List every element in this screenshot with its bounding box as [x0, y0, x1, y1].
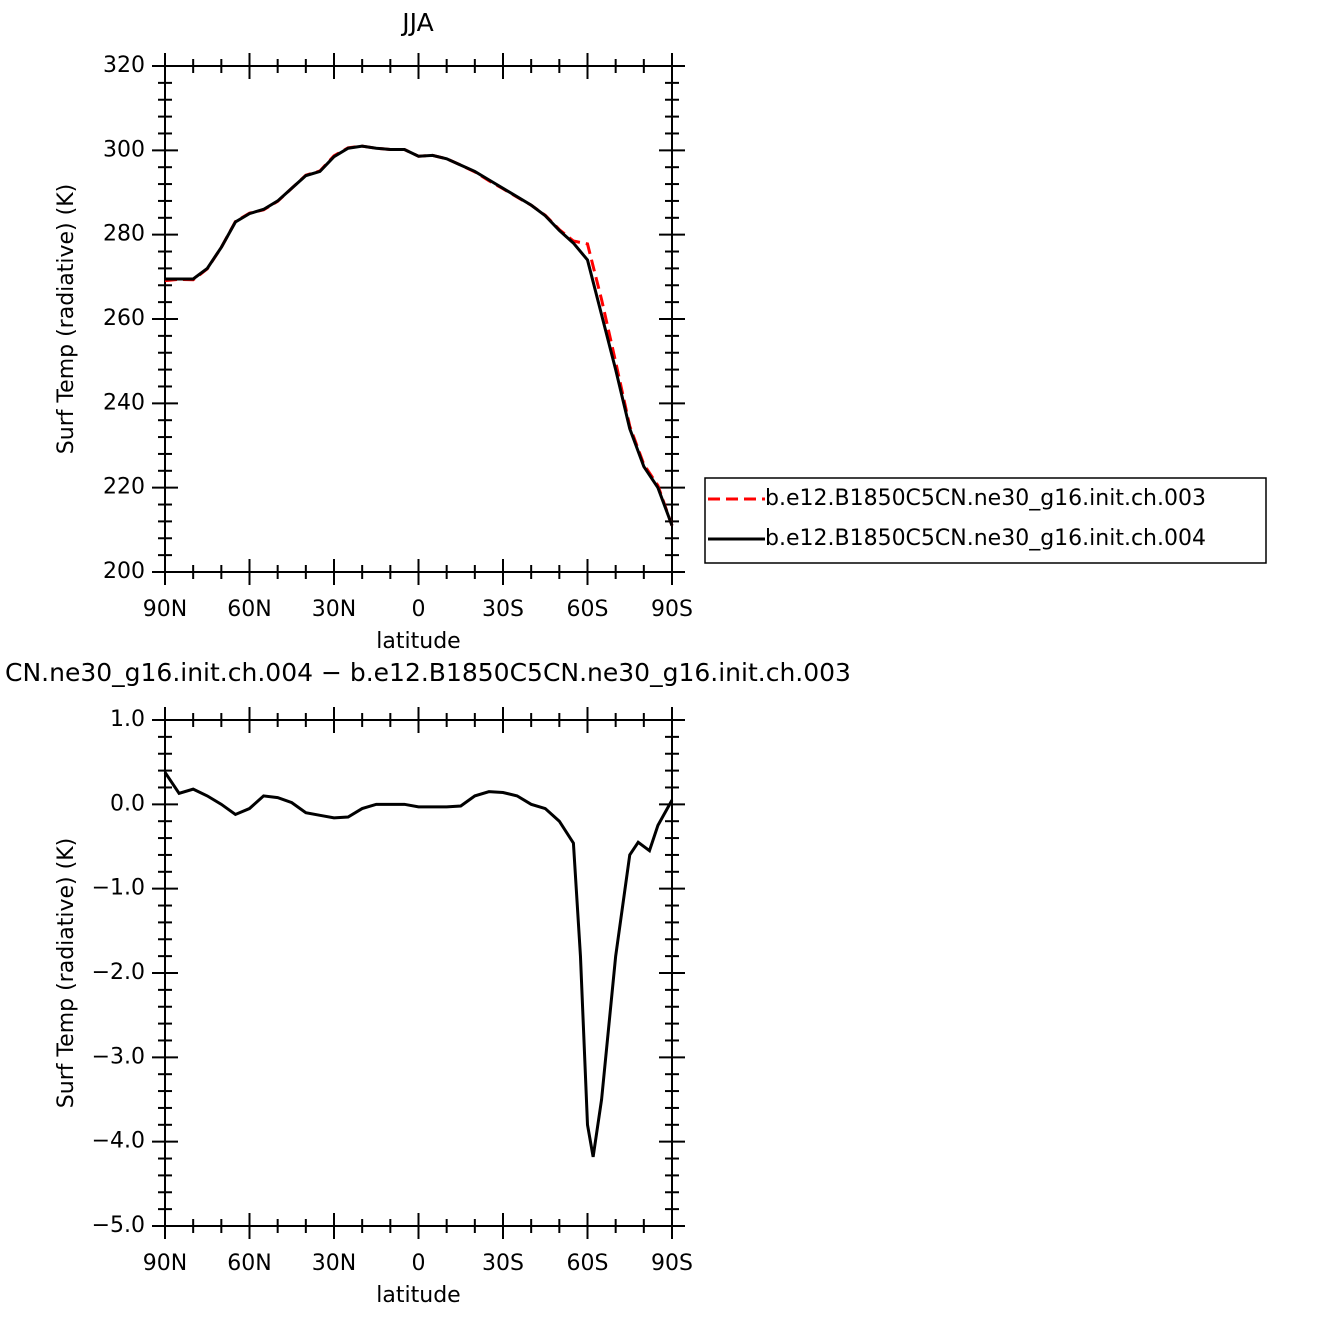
x-axis-label: latitude: [376, 1283, 460, 1308]
x-tick-label: 90N: [143, 597, 187, 622]
y-tick-label: −3.0: [92, 1044, 145, 1069]
y-axis-label: Surf Temp (radiative) (K): [54, 838, 79, 1108]
legend-label: b.e12.B1850C5CN.ne30_g16.init.ch.003: [765, 486, 1206, 511]
x-tick-label: 90S: [651, 1251, 693, 1276]
x-tick-label: 0: [412, 597, 426, 622]
y-tick-label: −2.0: [92, 960, 145, 985]
x-tick-label: 90S: [651, 597, 693, 622]
y-axis-label: Surf Temp (radiative) (K): [54, 184, 79, 454]
y-tick-label: 240: [103, 390, 145, 415]
plot-frame: [164, 65, 673, 573]
legend-box: [704, 477, 1267, 564]
legend-label: b.e12.B1850C5CN.ne30_g16.init.ch.004: [765, 526, 1206, 551]
x-tick-label: 60S: [567, 597, 609, 622]
x-tick-label: 30N: [312, 1251, 356, 1276]
y-tick-label: −5.0: [92, 1213, 145, 1238]
y-tick-label: 260: [103, 306, 145, 331]
x-tick-label: 60S: [567, 1251, 609, 1276]
x-tick-label: 30S: [482, 597, 524, 622]
x-tick-label: 30S: [482, 1251, 524, 1276]
plot-frame: [164, 719, 673, 1227]
x-tick-label: 60N: [227, 1251, 271, 1276]
x-axis-label: latitude: [376, 629, 460, 654]
y-tick-label: 280: [103, 222, 145, 247]
y-tick-label: 1.0: [110, 707, 145, 732]
y-tick-label: 0.0: [110, 791, 145, 816]
x-tick-label: 0: [412, 1251, 426, 1276]
data-line: [164, 144, 674, 527]
y-tick-label: 220: [103, 475, 145, 500]
y-tick-label: 320: [103, 53, 145, 78]
y-tick-label: 200: [103, 559, 145, 584]
data-line: [163, 771, 674, 1158]
data-line: [165, 144, 674, 527]
x-tick-label: 30N: [312, 597, 356, 622]
y-tick-label: −1.0: [92, 876, 145, 901]
chart-title: JJA: [400, 8, 433, 37]
chart-title: CN.ne30_g16.init.ch.004 − b.e12.B1850C5C…: [5, 658, 851, 687]
y-tick-label: 300: [103, 137, 145, 162]
x-tick-label: 60N: [227, 597, 271, 622]
y-tick-label: −4.0: [92, 1129, 145, 1154]
x-tick-label: 90N: [143, 1251, 187, 1276]
